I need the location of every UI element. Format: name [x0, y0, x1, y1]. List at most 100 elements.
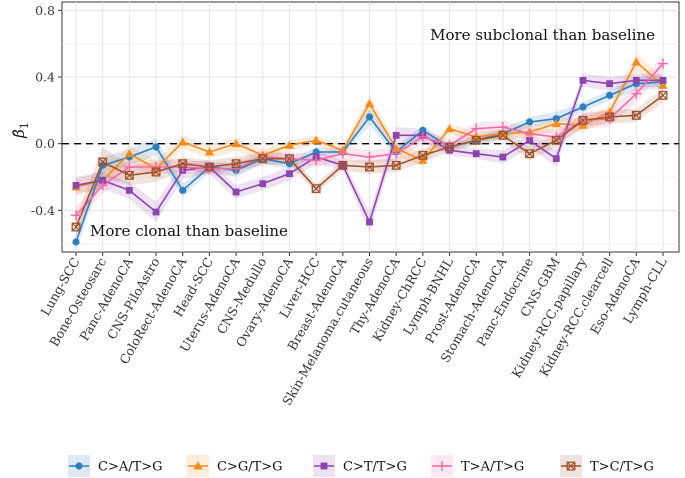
- data-point-C>A/T>G-Skin-Melanoma.cutaneous: [365, 113, 374, 121]
- data-point-C>G/T>G-Panc-AdenoCA: [124, 149, 134, 158]
- data-point-C>G/T>G-Stomach-AdenoCA: [498, 129, 508, 138]
- data-point-C>G/T>G-Skin-Melanoma.cutaneous: [364, 99, 375, 108]
- grid-lines: [62, 2, 679, 252]
- legend-label: T>A/T>G: [461, 460, 524, 475]
- data-point-T>C/T>G-Eso-AdenoCA: [631, 110, 641, 120]
- band-C>T/T>G: [76, 73, 663, 233]
- data-point-C>G/T>G-Ovary-AdenoCA: [284, 140, 295, 149]
- data-point-T>C/T>G-CNS-Medullo-d2: [258, 154, 267, 163]
- data-point-T>C/T>G-Stomach-AdenoCA-box: [498, 130, 508, 140]
- data-point-T>C/T>G-Lymph-BNHL-box: [445, 142, 454, 152]
- annotation-lower: More clonal than baseline: [90, 222, 288, 240]
- data-point-T>C/T>G-Lung-SCC-box: [71, 222, 81, 232]
- data-point-C>T/T>G-Panc-Endocrine: [526, 136, 533, 144]
- data-point-C>T/T>G-Panc-AdenoCA: [125, 186, 133, 194]
- legend-label: C>A/T>G: [98, 460, 163, 475]
- data-point-C>T/T>G-Thy-AdenoCA: [392, 131, 400, 139]
- data-point-C>G/T>G-Lymph-CLL: [658, 80, 668, 89]
- data-point-T>A/T>G-Eso-AdenoCA: [631, 88, 642, 99]
- data-point-C>T/T>G-CNS-PiloAstro: [152, 208, 160, 216]
- data-point-T>C/T>G-Kidney-RCC.papillary: [578, 115, 588, 125]
- data-point-T>C/T>G-CNS-PiloAstro: [151, 167, 161, 177]
- data-point-T>C/T>G-Breast-AdenoCA-box: [338, 160, 348, 170]
- data-point-T>C/T>G-Liver-HCC-box: [311, 184, 321, 194]
- data-point-T>A/T>G-Panc-AdenoCA: [124, 162, 135, 172]
- data-point-T>C/T>G-Thy-AdenoCA: [391, 160, 401, 170]
- data-point-T>C/T>G-CNS-GBM-box: [551, 135, 561, 145]
- y-axis-label: β̂1: [10, 122, 31, 139]
- data-point-T>C/T>G-CNS-GBM-d2: [552, 136, 561, 145]
- data-point-T>C/T>G-Uterus-AdenoCA-d2: [231, 159, 241, 168]
- data-point-C>T/T>G-Kidney-RCC.clearcell: [606, 80, 614, 88]
- y-tick-label: 0.8: [35, 3, 55, 18]
- series-markers: [71, 57, 668, 246]
- data-point-T>C/T>G-Prost-AdenoCA: [471, 135, 481, 145]
- data-point-C>T/T>G-Ovary-AdenoCA: [286, 170, 293, 178]
- data-point-C>T/T>G-CNS-Medullo: [259, 180, 267, 188]
- data-point-C>G/T>G-Thy-AdenoCA: [391, 144, 401, 153]
- data-point-C>A/T>G-CNS-PiloAstro: [152, 143, 160, 151]
- data-point-T>A/T>G-Liver-HCC: [311, 155, 322, 166]
- data-point-T>C/T>G-CNS-GBM: [551, 135, 561, 145]
- data-point-C>T/T>G-Skin-Melanoma.cutaneous: [366, 218, 373, 226]
- data-point-T>C/T>G-Eso-AdenoCA-box: [631, 110, 641, 120]
- data-point-T>A/T>G-Prost-AdenoCA: [471, 123, 482, 134]
- data-point-T>C/T>G-Skin-Melanoma.cutaneous-d2: [365, 162, 374, 172]
- y-tick-label: 0.4: [35, 70, 55, 85]
- data-point-T>A/T>G-Lung-SCC: [71, 210, 81, 221]
- data-point-T>C/T>G-CNS-PiloAstro-box: [151, 167, 161, 177]
- data-point-C>T/T>G-CNS-GBM: [552, 155, 560, 163]
- data-point-C>T/T>G-Uterus-AdenoCA: [232, 188, 240, 196]
- data-point-T>C/T>G-Thy-AdenoCA-d2: [391, 161, 401, 170]
- data-point-C>G/T>G-Lymph-BNHL: [444, 124, 455, 133]
- data-point-C>G/T>G-ColoRect-AdenoCA: [178, 137, 188, 146]
- legend-label: C>G/T>G: [217, 460, 283, 475]
- data-point-T>C/T>G-Kidney-ChRCC: [418, 150, 428, 160]
- data-point-C>G/T>G-CNS-GBM: [551, 119, 561, 128]
- data-point-C>A/T>G-Panc-Endocrine: [525, 118, 534, 126]
- data-point-C>A/T>G-Lung-SCC: [72, 238, 80, 246]
- data-point-T>A/T>G-CNS-PiloAstro: [151, 162, 162, 172]
- data-point-T>A/T>G-Thy-AdenoCA: [391, 148, 402, 159]
- data-point-T>C/T>G-Thy-AdenoCA-box: [391, 160, 401, 170]
- data-point-C>T/T>G-Lymph-CLL: [659, 76, 667, 84]
- data-point-T>C/T>G-Lymph-CLL-d2: [658, 91, 668, 100]
- legend-key-marker: [320, 462, 328, 470]
- data-point-C>A/T>G-Kidney-RCC.papillary: [579, 103, 587, 111]
- data-point-C>A/T>G-CNS-GBM: [552, 115, 560, 123]
- data-point-T>C/T>G-Lymph-CLL-box: [658, 90, 668, 100]
- data-point-C>T/T>G-Kidney-RCC.papillary: [579, 76, 587, 84]
- legend-item-C>G/T>G: C>G/T>G: [187, 455, 283, 477]
- data-point-T>C/T>G-Kidney-RCC.clearcell-box: [605, 112, 615, 122]
- data-point-T>C/T>G-CNS-Medullo-box: [258, 154, 268, 164]
- data-point-C>G/T>G-Liver-HCC: [311, 135, 321, 144]
- data-point-T>C/T>G-Head-SCC-box: [204, 162, 214, 172]
- data-point-T>C/T>G-Skin-Melanoma.cutaneous-box: [365, 162, 374, 172]
- legend-item-T>A/T>G: T>A/T>G: [431, 455, 524, 477]
- data-point-C>T/T>G-Eso-AdenoCA: [632, 76, 640, 84]
- data-point-T>A/T>G-Lymph-CLL: [658, 58, 668, 69]
- data-point-T>C/T>G-Skin-Melanoma.cutaneous: [365, 162, 374, 172]
- data-point-T>C/T>G-Eso-AdenoCA-d2: [632, 111, 641, 120]
- legend-key-marker: [566, 461, 576, 471]
- data-point-C>G/T>G-Uterus-AdenoCA: [231, 139, 241, 148]
- data-point-T>C/T>G-Stomach-AdenoCA-d2: [498, 131, 508, 140]
- legend-key-marker: [437, 461, 447, 471]
- data-point-C>A/T>G-ColoRect-AdenoCA: [179, 186, 187, 194]
- data-point-T>C/T>G-CNS-Medullo: [258, 154, 268, 164]
- data-point-C>G/T>G-Eso-AdenoCA: [631, 57, 641, 66]
- data-point-T>C/T>G-ColoRect-AdenoCA-d2: [178, 159, 187, 168]
- band-C>A/T>G: [76, 75, 663, 251]
- data-point-T>A/T>G-Kidney-ChRCC: [417, 132, 428, 142]
- data-point-T>C/T>G-Head-SCC: [204, 162, 214, 172]
- data-point-T>C/T>G-Lymph-CLL: [658, 90, 668, 100]
- data-point-T>C/T>G-Panc-Endocrine-box: [525, 149, 535, 159]
- data-point-T>C/T>G-Ovary-AdenoCA-box: [285, 154, 294, 164]
- data-point-T>C/T>G-Breast-AdenoCA-d2: [338, 161, 348, 170]
- data-point-T>C/T>G-ColoRect-AdenoCA-box: [178, 159, 188, 169]
- data-point-T>C/T>G-Lymph-BNHL: [445, 142, 454, 152]
- y-tick-label: 0.0: [35, 136, 55, 151]
- data-point-T>C/T>G-Kidney-RCC.clearcell: [605, 112, 615, 122]
- legend-item-T>C/T>G: T>C/T>G: [560, 455, 654, 477]
- data-point-T>C/T>G-Kidney-RCC.papillary-box: [578, 115, 588, 125]
